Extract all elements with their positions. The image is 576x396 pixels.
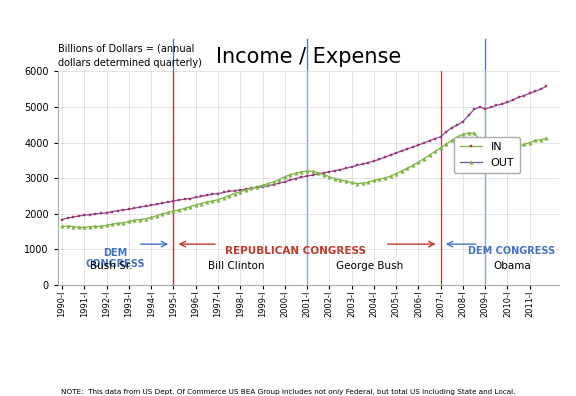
Text: Bill Clinton: Bill Clinton <box>207 261 264 271</box>
Text: REPUBLICAN CONGRESS: REPUBLICAN CONGRESS <box>225 246 366 256</box>
IN <box>59 224 66 228</box>
Text: Obama: Obama <box>493 261 531 271</box>
OUT <box>59 217 66 222</box>
IN <box>348 180 355 185</box>
Line: IN: IN <box>60 131 548 229</box>
Title: Income / Expense: Income / Expense <box>215 47 401 67</box>
Text: DEM CONGRESS: DEM CONGRESS <box>468 246 556 256</box>
IN <box>543 136 550 141</box>
OUT <box>510 97 517 102</box>
Text: NOTE:  This data from US Dept. Of Commerce US BEA Group includes not only Federa: NOTE: This data from US Dept. Of Commerc… <box>61 389 515 395</box>
IN <box>465 131 472 135</box>
OUT <box>298 175 305 179</box>
OUT <box>543 84 550 89</box>
OUT <box>70 215 77 219</box>
Text: George Bush: George Bush <box>336 261 403 271</box>
Line: OUT: OUT <box>60 85 548 221</box>
IN <box>70 224 77 229</box>
Legend: IN, OUT: IN, OUT <box>454 137 520 173</box>
OUT <box>343 166 350 171</box>
Text: DEM
CONGRESS: DEM CONGRESS <box>86 248 145 269</box>
IN <box>443 142 450 147</box>
IN <box>198 201 204 206</box>
IN <box>304 169 310 173</box>
OUT <box>198 194 204 199</box>
IN <box>203 200 210 204</box>
Text: dollars determined quarterly): dollars determined quarterly) <box>58 59 202 69</box>
Text: Bush Sr.: Bush Sr. <box>90 261 132 271</box>
IN <box>75 225 82 230</box>
Text: Billions of Dollars = (annual: Billions of Dollars = (annual <box>58 44 194 53</box>
OUT <box>192 195 199 200</box>
